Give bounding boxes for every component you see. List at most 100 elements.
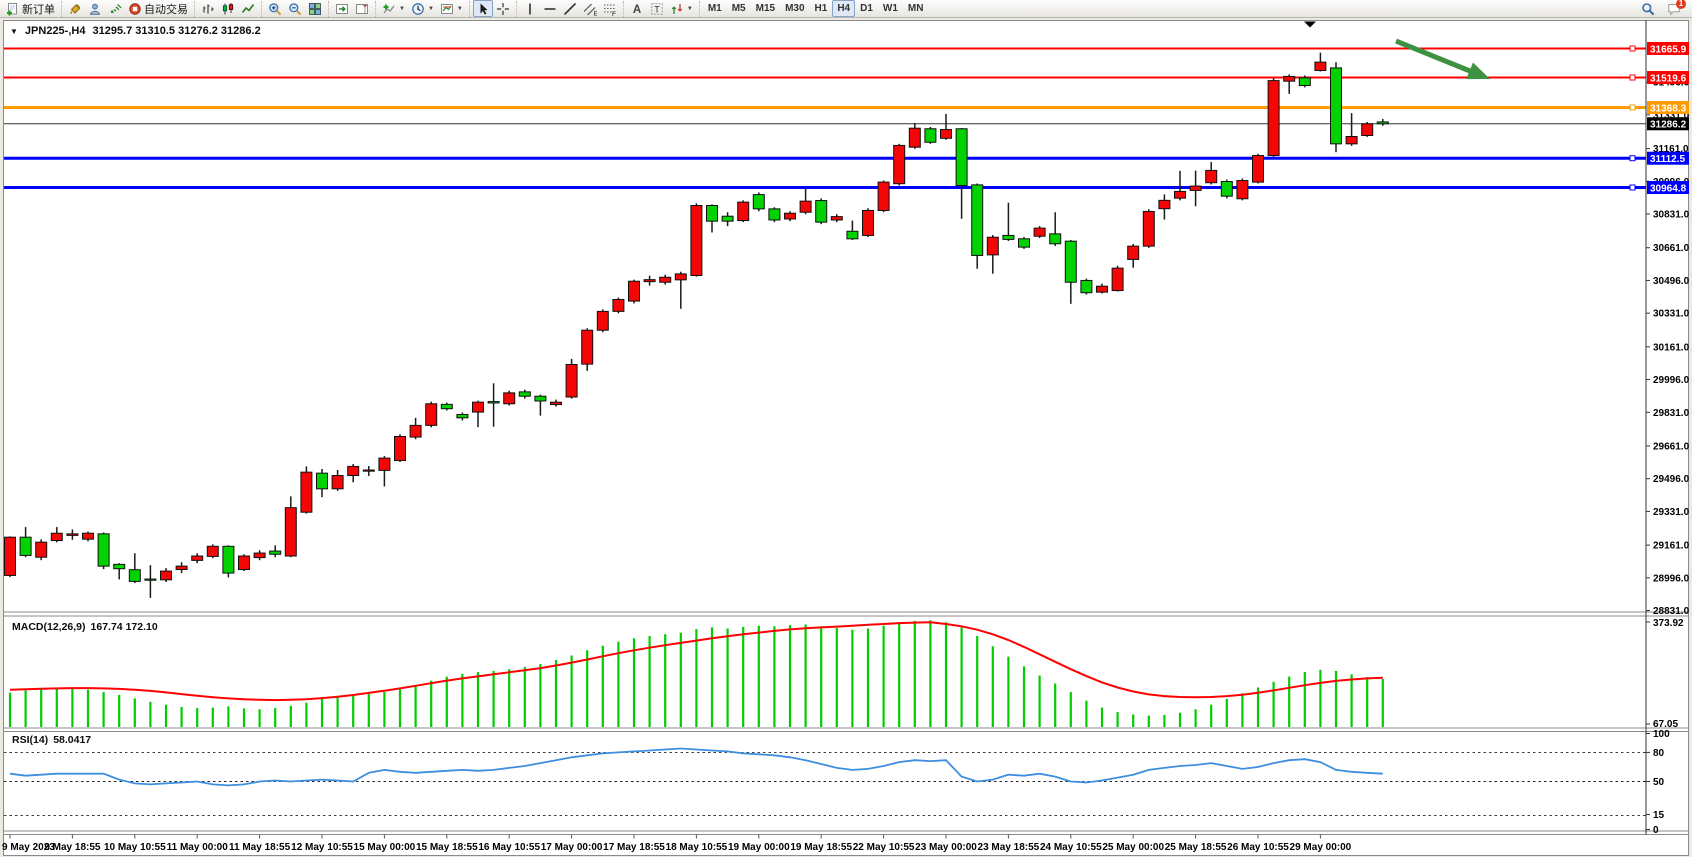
- timeframe-w1-button[interactable]: W1: [882, 3, 898, 14]
- svg-text:12 May 10:55: 12 May 10:55: [291, 842, 353, 853]
- notifications-button[interactable]: 1: [1664, 0, 1686, 17]
- timeframe-m1-button[interactable]: M1: [707, 3, 722, 14]
- svg-text:0: 0: [1653, 825, 1659, 836]
- arrows-button[interactable]: ▼: [667, 0, 696, 17]
- vertical-line-button[interactable]: [520, 0, 540, 17]
- auto-trading-button[interactable]: 自动交易: [125, 0, 191, 17]
- timeframe-mn-button[interactable]: MN: [907, 3, 924, 14]
- svg-text:100: 100: [1653, 729, 1670, 740]
- zoom-out-button[interactable]: [285, 0, 305, 17]
- svg-text:30831.0: 30831.0: [1653, 210, 1690, 221]
- svg-text:9 May 18:55: 9 May 18:55: [44, 842, 101, 853]
- toolbar-right: 1: [1638, 0, 1692, 17]
- svg-text:29161.0: 29161.0: [1653, 541, 1690, 552]
- tile-windows-button[interactable]: [305, 0, 325, 17]
- vline-icon: [523, 2, 537, 16]
- signals-button[interactable]: [105, 0, 125, 17]
- chevron-down-icon: ▼: [399, 5, 405, 12]
- one-click-trading-arrow[interactable]: ▼: [10, 26, 18, 36]
- svg-text:9 May 2023: 9 May 2023: [2, 842, 55, 853]
- trend-icon: [563, 2, 577, 16]
- search-button[interactable]: [1638, 0, 1658, 17]
- svg-text:67.05: 67.05: [1653, 719, 1678, 730]
- svg-text:30161.0: 30161.0: [1653, 342, 1690, 353]
- trend-arrow-annotation[interactable]: [1395, 38, 1490, 80]
- crosshair-icon: [496, 2, 510, 16]
- periods-button[interactable]: ▼: [408, 0, 437, 17]
- candle-chart-button[interactable]: [218, 0, 238, 17]
- svg-text:31665.9: 31665.9: [1650, 44, 1687, 55]
- tiles-icon: [308, 2, 322, 16]
- candles-layer: [4, 52, 1389, 598]
- svg-text:29661.0: 29661.0: [1653, 441, 1690, 452]
- text-label-button[interactable]: T: [647, 0, 667, 17]
- candles-icon: [221, 2, 235, 16]
- svg-text:373.92: 373.92: [1653, 618, 1684, 629]
- horizontal-price-lines[interactable]: [4, 45, 1646, 191]
- line-chart-button[interactable]: [238, 0, 258, 17]
- indicators-button[interactable]: ▼: [379, 0, 408, 17]
- fibonacci-button[interactable]: F: [600, 0, 620, 17]
- toolbar-group: 自动交易: [61, 0, 194, 17]
- svg-text:31112.5: 31112.5: [1650, 154, 1685, 165]
- zoom-in-button[interactable]: [265, 0, 285, 17]
- chart-ohlc-values: 31295.7 31310.5 31276.2 31286.2: [92, 25, 261, 37]
- chart-shift-marker[interactable]: [1304, 21, 1316, 28]
- autotrade-icon: [128, 2, 142, 16]
- crosshair-button[interactable]: [493, 0, 513, 17]
- chevron-down-icon: ▼: [427, 5, 434, 12]
- bar-chart-button[interactable]: [198, 0, 218, 17]
- rsi-indicator-name: RSI(14): [12, 734, 49, 746]
- textA-icon: A: [630, 2, 644, 16]
- svg-text:29496.0: 29496.0: [1653, 474, 1690, 485]
- toolbar-group: ▼ ▼ ▼: [375, 0, 469, 17]
- shift-icon: [355, 2, 369, 16]
- svg-text:18 May 10:55: 18 May 10:55: [666, 842, 728, 853]
- svg-text:25 May 18:55: 25 May 18:55: [1165, 842, 1227, 853]
- top-toolbar: 新订单 自动交易 ▼ ▼ ▼ E F A T ▼ M1 M5 M15 M30 H1 H4 D1 W1 MN 1: [0, 0, 1692, 18]
- text-button[interactable]: A: [627, 0, 647, 17]
- svg-text:19 May 18:55: 19 May 18:55: [790, 842, 852, 853]
- zoom-out-icon: [288, 2, 302, 16]
- macd-indicator-values: 167.74 172.10: [90, 621, 158, 633]
- timeframe-d1-button[interactable]: D1: [860, 3, 873, 14]
- trendline-button[interactable]: [560, 0, 580, 17]
- rsi-pane-label: RSI(14) 58.0417: [12, 734, 91, 746]
- svg-text:31519.6: 31519.6: [1650, 73, 1687, 84]
- timeframe-h1-button[interactable]: H1: [814, 3, 828, 14]
- template-icon: [440, 2, 454, 16]
- svg-text:15 May 00:00: 15 May 00:00: [354, 842, 416, 853]
- templates-button[interactable]: ▼: [437, 0, 466, 17]
- svg-text:30661.0: 30661.0: [1653, 243, 1690, 254]
- chart-title: ▼ JPN225-,H4 31295.7 31310.5 31276.2 312…: [10, 25, 261, 37]
- auto-trading-button-label: 自动交易: [144, 3, 188, 16]
- svg-text:29331.0: 29331.0: [1653, 507, 1690, 518]
- new-order-button[interactable]: 新订单: [3, 0, 58, 17]
- macd-pane-label: MACD(12,26,9) 167.74 172.10: [12, 621, 158, 633]
- timeframe-m30-button[interactable]: M30: [785, 3, 805, 14]
- channel-button[interactable]: E: [580, 0, 600, 17]
- price-line-badges: 31665.9 31519.6 31368.3 31112.5 30964.8 31286…: [1647, 42, 1689, 194]
- toolbar-group: [468, 0, 516, 17]
- chevron-down-icon: ▼: [456, 5, 463, 12]
- chart-style-button[interactable]: [65, 0, 85, 17]
- timeframe-m5-button[interactable]: M5: [731, 3, 746, 14]
- timeframe-m15-button[interactable]: M15: [755, 3, 776, 14]
- svg-text:26 May 10:55: 26 May 10:55: [1227, 842, 1289, 853]
- timeframe-h4-button[interactable]: H4: [832, 0, 856, 17]
- svg-text:E: E: [593, 10, 597, 16]
- chart-shift-button[interactable]: [352, 0, 372, 17]
- cursor-button[interactable]: [472, 0, 493, 17]
- profile-button[interactable]: [85, 0, 105, 17]
- rsi-pane: 100 80 50 15 0: [4, 729, 1670, 836]
- svg-text:28831.0: 28831.0: [1653, 606, 1690, 617]
- svg-text:30496.0: 30496.0: [1653, 276, 1690, 287]
- svg-text:19 May 00:00: 19 May 00:00: [728, 842, 790, 853]
- horizontal-line-button[interactable]: [540, 0, 560, 17]
- svg-text:17 May 18:55: 17 May 18:55: [603, 842, 665, 853]
- svg-text:29996.0: 29996.0: [1653, 375, 1690, 386]
- svg-text:31161.0: 31161.0: [1653, 144, 1689, 155]
- auto-scroll-button[interactable]: [332, 0, 352, 17]
